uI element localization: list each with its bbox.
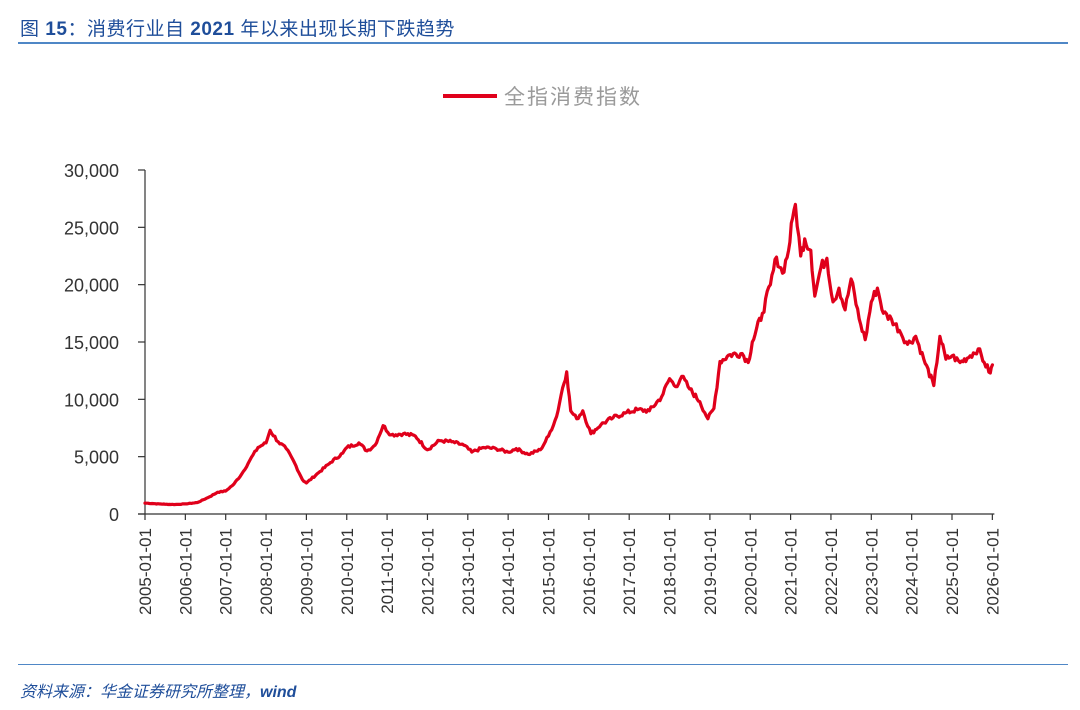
x-tick-label: 2007-01-01	[217, 528, 236, 615]
x-tick-label: 2025-01-01	[943, 528, 962, 615]
y-tick-label: 0	[109, 505, 119, 525]
x-axis: 2005-01-01 2006-01-01 2007-01-01 2008-01-01…	[136, 513, 1002, 615]
x-tick-label: 2014-01-01	[499, 528, 518, 615]
figure-title-prefix: 图	[20, 19, 40, 40]
source-wind: wind	[260, 684, 297, 701]
x-tick-label: 2019-01-01	[701, 528, 720, 615]
figure-title-text-a: 消费行业自	[86, 19, 185, 40]
figure-title: 图 15：消费行业自 2021 年以来出现长期下跌趋势	[20, 14, 455, 41]
x-tick-label: 2016-01-01	[580, 528, 599, 615]
y-tick-label: 15,000	[64, 333, 119, 353]
x-tick-label: 2010-01-01	[338, 528, 357, 615]
figure-title-text-b: 年以来出现长期下跌趋势	[240, 19, 455, 40]
x-tick-label: 2009-01-01	[297, 528, 316, 615]
x-tick-label: 2015-01-01	[540, 528, 559, 615]
source-text: 资料来源：华金证券研究所整理，	[20, 684, 261, 701]
x-tick-label: 2005-01-01	[136, 528, 155, 615]
footer-divider	[18, 664, 1068, 665]
figure-title-year: 2021	[190, 19, 235, 40]
x-tick-label: 2018-01-01	[661, 528, 680, 615]
x-tick-label: 2022-01-01	[822, 528, 841, 615]
x-tick-label: 2026-01-01	[983, 528, 1002, 615]
x-tick-label: 2012-01-01	[418, 528, 437, 615]
x-tick-label: 2013-01-01	[459, 528, 478, 615]
y-tick-label: 5,000	[74, 448, 119, 468]
y-axis: 0 5,000 10,000 15,000 20,000 25,000 30,000	[64, 161, 146, 525]
x-tick-label: 2011-01-01	[378, 528, 397, 614]
y-tick-label: 10,000	[64, 390, 119, 410]
figure-number: 15	[45, 19, 68, 40]
y-tick-label: 25,000	[64, 218, 119, 238]
x-tick-label: 2021-01-01	[782, 528, 801, 615]
x-tick-label: 2017-01-01	[620, 528, 639, 615]
legend-label: 全指消费指数	[504, 85, 642, 109]
y-tick-label: 20,000	[64, 276, 119, 296]
chart-legend: 全指消费指数	[443, 85, 642, 109]
y-tick-label: 30,000	[64, 161, 119, 181]
x-tick-label: 2008-01-01	[257, 528, 276, 615]
x-tick-label: 2023-01-01	[862, 528, 881, 615]
header-divider	[18, 42, 1068, 44]
figure-title-sep: ：	[67, 19, 87, 40]
series-line-consumer-index	[143, 202, 994, 507]
x-tick-label: 2006-01-01	[176, 528, 195, 615]
x-tick-label: 2024-01-01	[903, 528, 922, 615]
source-note: 资料来源：华金证券研究所整理，wind	[20, 678, 296, 702]
x-tick-label: 2020-01-01	[741, 528, 760, 615]
